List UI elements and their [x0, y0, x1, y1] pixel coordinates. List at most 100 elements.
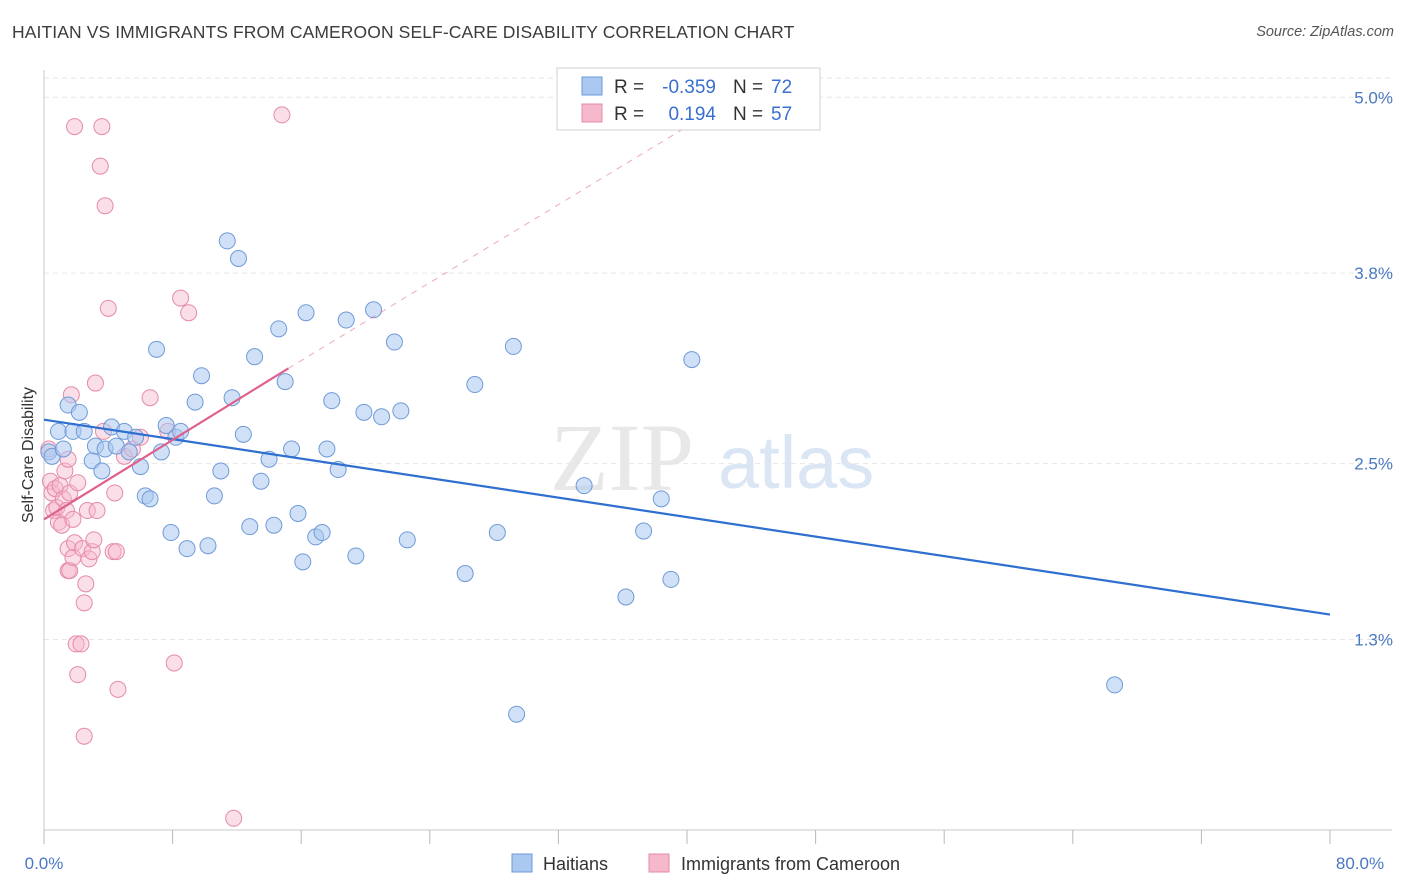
- haitians-point-45: [294, 553, 312, 571]
- chart-title: HAITIAN VS IMMIGRANTS FROM CAMEROON SELF…: [12, 22, 795, 42]
- cameroon-point-53: [225, 809, 243, 827]
- cameroon-point-24: [69, 666, 87, 684]
- haitians-point-41: [270, 320, 288, 338]
- haitians-point-38: [252, 472, 270, 490]
- legend-r-value-1: -0.359: [662, 77, 716, 98]
- haitians-point-2: [49, 422, 67, 440]
- cameroon-trend-line: [43, 367, 289, 521]
- y-tick-label-2: 3.8%: [1354, 264, 1393, 283]
- haitians-point-31: [212, 462, 230, 480]
- haitians-point-64: [508, 705, 526, 723]
- haitians-point-65: [575, 477, 593, 495]
- haitians-point-67: [635, 522, 653, 540]
- haitians-point-71: [1106, 676, 1124, 694]
- haitians-point-27: [186, 393, 204, 411]
- haitians-point-37: [246, 348, 264, 366]
- y-tick-label-0: 1.3%: [1354, 631, 1393, 650]
- legend-bottom-swatch-haitians: [511, 853, 533, 873]
- cameroon-point-27: [75, 594, 93, 612]
- cameroon-point-48: [141, 389, 159, 407]
- cameroon-point-37: [93, 118, 111, 136]
- haitians-point-30: [205, 487, 223, 505]
- haitians-point-43: [283, 440, 301, 458]
- haitians-point-19: [141, 490, 159, 508]
- cameroon-point-18: [64, 510, 82, 528]
- haitians-point-61: [466, 376, 484, 394]
- cameroon-point-44: [109, 680, 127, 698]
- cameroon-point-34: [86, 374, 104, 392]
- haitians-point-29: [199, 537, 217, 555]
- haitians-point-35: [234, 425, 252, 443]
- cameroon-point-15: [61, 562, 79, 580]
- cameroon-point-29: [77, 575, 95, 593]
- legend-bottom-label-haitians: Haitians: [543, 854, 608, 874]
- haitians-point-44: [289, 504, 307, 522]
- haitians-point-15: [120, 443, 138, 461]
- legend-n-value-1: 72: [771, 77, 792, 98]
- haitians-point-56: [373, 408, 391, 426]
- legend-r-label-2: R =: [614, 104, 644, 125]
- cameroon-point-6: [49, 513, 67, 531]
- haitians-point-10: [93, 462, 111, 480]
- cameroon-trend-extension: [288, 126, 688, 369]
- haitians-point-50: [323, 392, 341, 410]
- legend-top: R = -0.359 N = 72 R = 0.194 N = 57: [556, 67, 821, 131]
- series-cameroon-points: [40, 106, 291, 827]
- cameroon-point-36: [91, 157, 109, 175]
- cameroon-point-43: [107, 543, 125, 561]
- legend-n-label-2: N =: [733, 104, 763, 125]
- watermark-zip: ZIP: [550, 404, 694, 511]
- haitians-point-40: [265, 516, 283, 534]
- cameroon-point-42: [106, 484, 124, 502]
- haitians-point-6: [70, 403, 88, 421]
- legend-n-value-2: 57: [771, 104, 792, 125]
- cameroon-point-26: [74, 540, 92, 558]
- series-haitians-points: [40, 232, 1124, 723]
- haitians-point-59: [398, 531, 416, 549]
- legend-bottom: Haitians Immigrants from Cameroon: [511, 853, 900, 874]
- cameroon-point-25: [72, 635, 90, 653]
- haitians-point-69: [662, 570, 680, 588]
- cameroon-point-52: [180, 304, 198, 322]
- legend-swatch-cameroon: [581, 103, 603, 123]
- cameroon-point-33: [85, 531, 103, 549]
- haitians-point-63: [504, 337, 522, 355]
- trend-lines: [43, 126, 1331, 616]
- gridlines: [44, 77, 1392, 640]
- source-label: Source: ZipAtlas.com: [1256, 24, 1394, 40]
- cameroon-point-21: [66, 118, 84, 136]
- legend-bottom-swatch-cameroon: [648, 853, 670, 873]
- cameroon-point-54: [273, 106, 291, 124]
- legend-r-label-1: R =: [614, 77, 644, 98]
- haitians-point-48: [313, 524, 331, 542]
- haitians-point-58: [392, 402, 410, 420]
- cameroon-point-30: [78, 502, 96, 520]
- haitians-point-42: [276, 373, 294, 391]
- legend-bottom-label-cameroon: Immigrants from Cameroon: [681, 854, 900, 874]
- x-tick-label-min: 0.0%: [25, 854, 64, 873]
- cameroon-point-12: [59, 540, 77, 558]
- haitians-point-66: [617, 588, 635, 606]
- haitians-trend-line: [43, 418, 1331, 616]
- haitians-point-49: [318, 440, 336, 458]
- haitians-point-22: [157, 417, 175, 435]
- haitians-point-60: [456, 565, 474, 583]
- x-tick-label-max: 80.0%: [1336, 854, 1384, 873]
- legend-swatch-haitians: [581, 76, 603, 96]
- legend-n-label-1: N =: [733, 77, 763, 98]
- haitians-point-46: [297, 304, 315, 322]
- haitians-point-62: [488, 524, 506, 542]
- cameroon-point-35: [88, 502, 106, 520]
- haitians-point-68: [652, 490, 670, 508]
- y-tick-label-3: 5.0%: [1354, 88, 1393, 107]
- haitians-point-36: [241, 518, 259, 536]
- haitians-point-34: [230, 250, 248, 267]
- haitians-point-23: [162, 524, 180, 542]
- haitians-point-3: [54, 440, 72, 458]
- haitians-point-70: [683, 351, 701, 369]
- legend-r-value-2: 0.194: [668, 104, 716, 125]
- cameroon-point-50: [165, 654, 183, 672]
- cameroon-point-23: [69, 474, 87, 492]
- cameroon-point-40: [99, 299, 117, 317]
